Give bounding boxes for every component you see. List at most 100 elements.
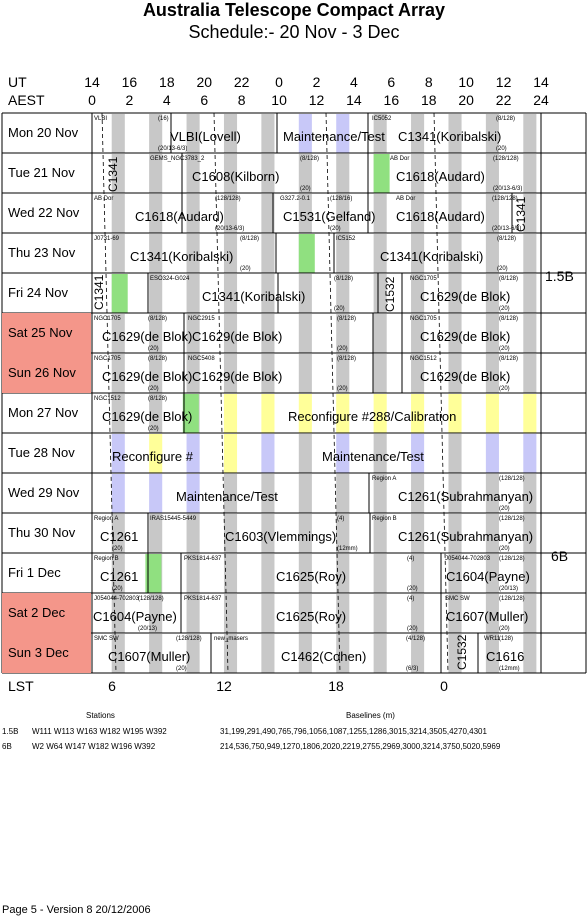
block-band: (20): [407, 586, 418, 592]
block-title: C1261: [100, 529, 139, 544]
block-source: IRAS15445-5449: [150, 516, 197, 522]
aest-tick: 18: [420, 92, 437, 108]
hour-stripe: [336, 554, 350, 593]
hour-stripe: [336, 354, 350, 393]
block-source: NGC1705: [94, 316, 121, 322]
hour-stripe: [186, 314, 200, 353]
hour-stripe: [261, 474, 275, 513]
aest-tick: 8: [237, 92, 246, 108]
block-source: AB Dor: [396, 196, 416, 202]
config-1-5b-label: 1.5B: [2, 727, 19, 736]
hour-stripe: [411, 154, 425, 193]
block-band: (20): [499, 386, 510, 392]
hour-stripe: [186, 594, 200, 633]
hour-stripe: [523, 474, 537, 513]
schedule-subtitle: Schedule:- 20 Nov - 3 Dec: [188, 22, 400, 42]
block-band: (12mm): [337, 546, 358, 552]
hour-stripe: [411, 274, 425, 313]
block-source: J054044-702803: [94, 596, 140, 602]
block-band: (20): [499, 346, 510, 352]
block-title: C1261(Subrahmanyan): [398, 529, 534, 544]
block-title: C1618(Audard): [396, 209, 485, 224]
hour-stripe: [261, 514, 275, 553]
block-band: (20/13-6/3): [215, 226, 245, 232]
config-label-6b: 6B: [551, 548, 569, 564]
block-channels: (8/128): [499, 356, 519, 362]
block-title: C1625(Roy): [276, 569, 347, 584]
stations-header: Stations: [86, 711, 115, 720]
block-channels: (128/128): [138, 596, 164, 602]
block-source: NGC1705: [410, 316, 437, 322]
block-source: NGC1512: [94, 396, 121, 402]
hour-stripe: [373, 274, 387, 313]
block-channels: (8/128): [334, 276, 354, 282]
ut-tick: 14: [533, 74, 549, 90]
lst-track: [433, 112, 449, 674]
lst-tick: 0: [440, 678, 448, 694]
hour-stripe: [186, 194, 200, 233]
lst-tick: 6: [108, 678, 116, 694]
block-channels: (128/128): [499, 476, 525, 482]
hour-stripe: [149, 114, 163, 153]
block-title: C1607(Muller): [108, 649, 191, 664]
hour-stripe: [411, 474, 425, 513]
block-band: (20): [240, 266, 251, 272]
config-6b-stations: W2 W64 W147 W182 W196 W392: [32, 742, 156, 751]
hour-stripe: [111, 154, 125, 193]
hour-stripe: [523, 594, 537, 633]
hour-stripe: [186, 514, 200, 553]
block-source: NGC5408: [188, 356, 215, 362]
hour-stripe: [298, 354, 312, 393]
hour-stripe: [298, 394, 312, 433]
block-band: (20): [337, 346, 348, 352]
hour-stripe: [373, 194, 387, 233]
block-band: (20): [112, 546, 123, 552]
hour-stripe: [485, 514, 499, 553]
block-source: Region B: [372, 516, 397, 522]
block-source: NGC2915: [188, 316, 215, 322]
hour-stripe: [448, 594, 462, 633]
block-source: SMC SW: [445, 596, 470, 602]
hour-stripe: [373, 314, 387, 353]
aest-tick: 0: [88, 92, 96, 108]
hour-stripe: [523, 154, 537, 193]
block-title: VLBI(Lovell): [170, 129, 241, 144]
hour-stripe: [523, 514, 537, 553]
hour-stripe: [223, 474, 238, 513]
block-title: C1616: [486, 649, 525, 664]
day-label: Thu 30 Nov: [8, 525, 76, 540]
hour-stripe: [149, 234, 163, 273]
hour-stripe: [149, 594, 163, 633]
hour-stripe: [149, 394, 163, 433]
block-title: Maintenance/Test: [322, 449, 424, 464]
block-channels: (128): [499, 636, 514, 642]
hour-stripe: [223, 234, 238, 273]
block-source: G327.2-0.1: [280, 196, 311, 202]
block-channels: (4): [407, 556, 415, 562]
aest-tick: 4: [162, 92, 171, 108]
block-title: C1629(de Blok): [420, 289, 511, 304]
hour-stripe: [448, 474, 462, 513]
ut-tick: 20: [196, 74, 213, 90]
ut-tick: 4: [350, 74, 358, 90]
baselines-header: Baselines (m): [346, 711, 395, 720]
hour-stripe: [373, 354, 387, 393]
hour-stripe: [261, 114, 275, 153]
block-title: C1341(Koribalski): [202, 289, 306, 304]
block-title: C1607(Muller): [446, 609, 529, 624]
hour-stripe: [223, 434, 238, 473]
hour-stripe: [186, 114, 200, 153]
vertical-project-label: C1532: [383, 276, 397, 312]
hour-stripe: [261, 594, 275, 633]
hour-stripe: [523, 434, 537, 473]
block-title: Reconfigure #: [112, 449, 193, 464]
hour-stripe: [261, 394, 275, 433]
hour-stripe: [485, 634, 499, 673]
green-marker: [182, 394, 199, 433]
hour-stripe: [111, 314, 125, 353]
hour-stripe: [298, 434, 312, 473]
aest-axis-label: AEST: [8, 92, 45, 108]
hour-stripe: [336, 474, 350, 513]
hour-stripe: [523, 194, 537, 233]
block-title: C1531(Gelfand): [283, 209, 376, 224]
